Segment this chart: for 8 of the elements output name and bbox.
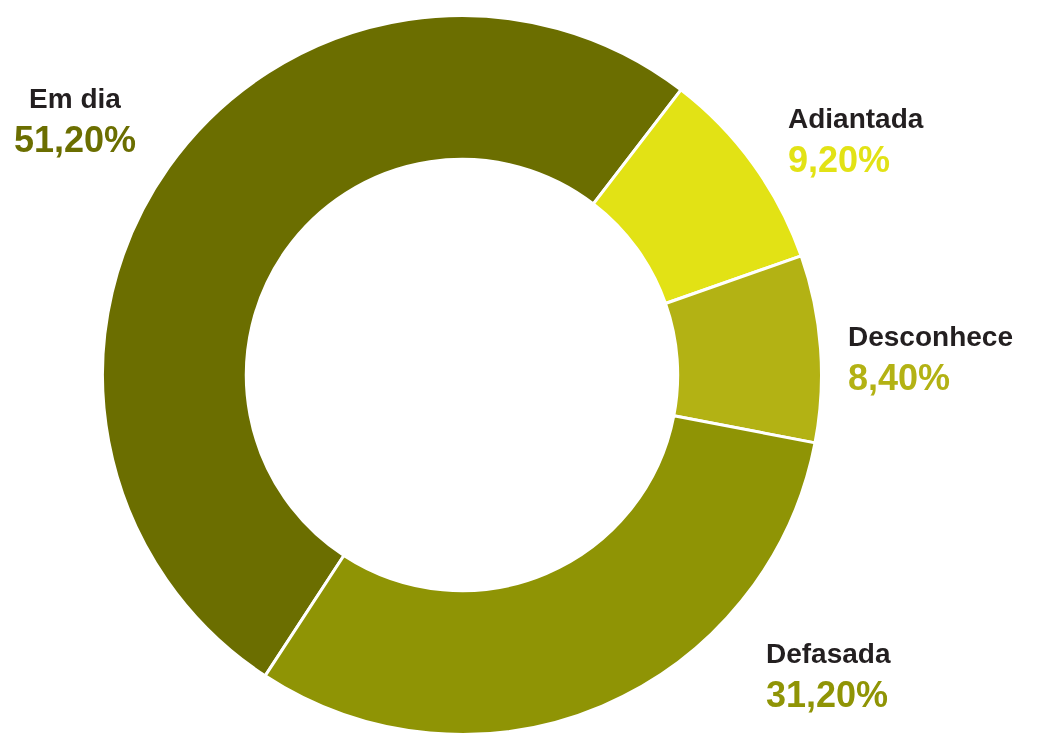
slice-label: Em dia: [29, 82, 122, 114]
data-label: 51,20%: [13, 118, 137, 160]
slice-label: Adiantada: [788, 102, 924, 134]
data-label: 8,40%: [848, 356, 951, 398]
data-label: 31,20%: [766, 673, 889, 715]
data-label: 9,20%: [788, 138, 891, 180]
slice-label: Desconhece: [848, 320, 1013, 352]
slice-label: Defasada: [766, 637, 891, 669]
